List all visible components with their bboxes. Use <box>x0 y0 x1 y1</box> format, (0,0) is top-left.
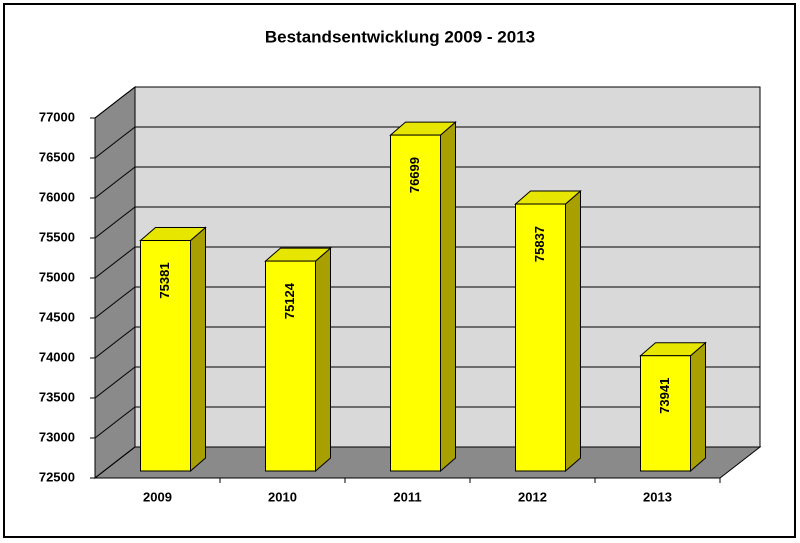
x-tick-label: 2012 <box>518 489 547 504</box>
bar <box>140 240 191 472</box>
bar <box>640 355 691 472</box>
y-tick-label: 75500 <box>39 229 75 244</box>
bar-group: 75124 <box>264 246 332 473</box>
value-label: 75124 <box>282 282 297 319</box>
x-tick-label: 2010 <box>268 489 297 504</box>
grid-line <box>94 126 760 159</box>
x-tick-label: 2009 <box>143 489 172 504</box>
bar-side <box>440 120 456 473</box>
y-tick-label: 74000 <box>39 349 75 364</box>
x-tick-label: 2013 <box>643 489 672 504</box>
bar-side <box>315 246 331 473</box>
chart-title: Bestandsentwicklung 2009 - 2013 <box>265 27 535 46</box>
y-tick-label: 76500 <box>39 149 75 164</box>
bar-group: 76699 <box>389 120 457 473</box>
bar-group: 75837 <box>514 189 582 473</box>
grid-line <box>94 86 760 119</box>
side-wall <box>94 85 136 480</box>
value-label: 75381 <box>157 262 172 298</box>
bar <box>265 260 316 472</box>
bar-group: 75381 <box>139 226 207 473</box>
y-tick-label: 75000 <box>39 269 75 284</box>
y-tick-label: 73500 <box>39 389 75 404</box>
grid-line <box>94 166 760 199</box>
value-label: 76699 <box>407 157 422 193</box>
value-label: 75837 <box>532 226 547 262</box>
y-tick-label: 76000 <box>39 189 75 204</box>
y-tick-label: 77000 <box>39 109 75 124</box>
bar-group: 73941 <box>639 341 707 473</box>
bar <box>515 203 566 472</box>
bar-side <box>690 341 706 473</box>
bar-side <box>190 226 206 473</box>
y-tick-label: 72500 <box>39 469 75 484</box>
y-tick-label: 73000 <box>39 429 75 444</box>
bar <box>390 134 441 472</box>
y-tick-label: 74500 <box>39 309 75 324</box>
bar-side <box>565 189 581 473</box>
x-tick-label: 2011 <box>393 489 421 504</box>
value-label: 73941 <box>657 378 672 414</box>
